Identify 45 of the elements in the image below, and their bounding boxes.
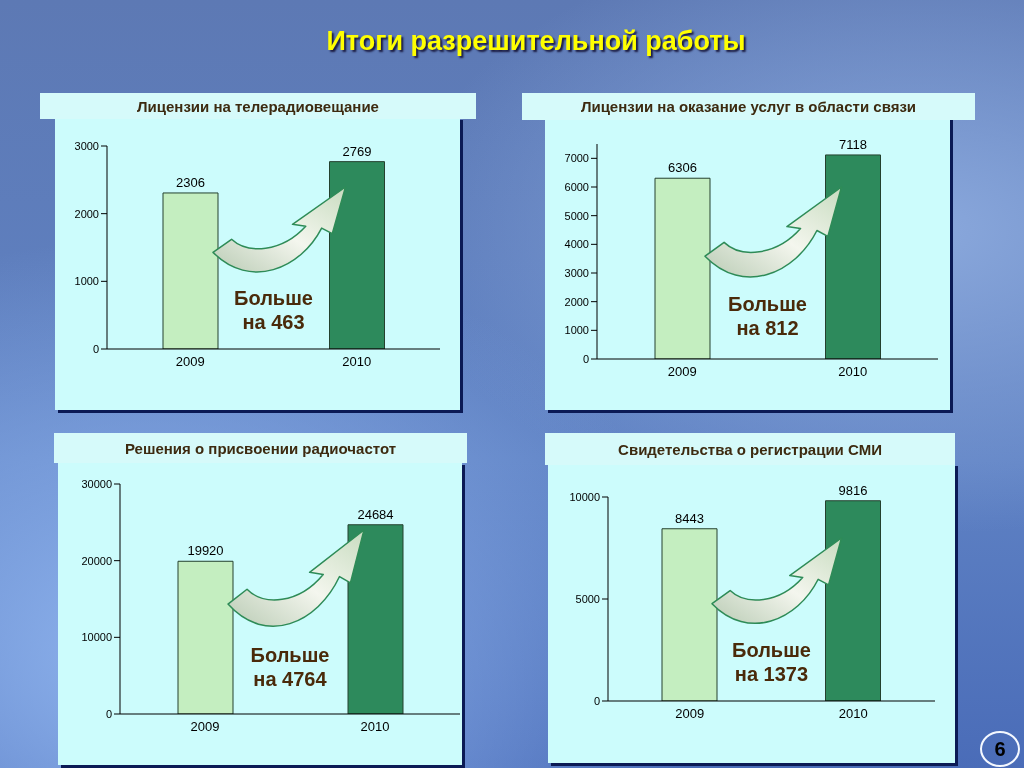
y-tick-label: 5000: [575, 592, 600, 605]
y-tick-label: 3000: [564, 266, 589, 279]
data-label: 2306: [176, 174, 205, 190]
y-tick-label: 0: [593, 694, 600, 707]
data-label: 8443: [675, 510, 704, 526]
y-tick-label: 3000: [74, 139, 99, 152]
annotation: Больше на 812: [727, 292, 808, 341]
y-tick-label: 2000: [74, 207, 99, 220]
y-tick-label: 4000: [564, 238, 589, 251]
x-tick-label: 2010: [838, 364, 868, 380]
y-tick-label: 10000: [81, 631, 112, 644]
data-label: 24684: [357, 506, 394, 522]
chart-title: Решения о присвоении радиочастот: [124, 439, 397, 457]
annotation: Больше на 4764: [249, 642, 331, 691]
data-label: 9816: [838, 482, 868, 498]
x-tick-label: 2010: [838, 706, 868, 722]
chart-title: Лицензии на оказание услуг в области связи: [580, 98, 917, 115]
data-label: 7118: [839, 136, 867, 152]
y-tick-label: 2000: [564, 295, 589, 308]
text: 6: [980, 731, 1020, 767]
annotation: Больше на 1373: [731, 637, 812, 686]
x-tick-label: 2009: [675, 706, 705, 722]
y-tick-label: 5000: [564, 209, 589, 222]
y-tick-label: 6000: [564, 180, 589, 193]
y-tick-label: 7000: [564, 152, 589, 165]
y-tick-label: 20000: [81, 554, 112, 567]
x-tick-label: 2010: [342, 354, 372, 370]
y-tick-label: 1000: [564, 324, 589, 337]
x-tick-label: 2010: [360, 719, 390, 735]
data-label: 19920: [187, 543, 224, 559]
x-tick-label: 2009: [667, 364, 697, 380]
x-tick-label: 2009: [175, 354, 205, 370]
text: Итоги разрешительной работы: [326, 26, 746, 56]
y-tick-label: 0: [582, 352, 589, 365]
x-tick-label: 2009: [190, 719, 220, 735]
data-label: 6306: [668, 160, 697, 176]
y-tick-label: 1000: [74, 275, 99, 288]
chart-title: Лицензии на телерадиовещание: [137, 97, 379, 115]
annotation: Больше на 463: [233, 286, 314, 335]
chart-title: Свидетельства о регистрации СМИ: [618, 440, 882, 458]
y-tick-label: 10000: [569, 490, 600, 503]
y-tick-label: 0: [105, 707, 112, 720]
y-tick-label: 30000: [81, 477, 112, 490]
y-tick-label: 0: [92, 342, 99, 355]
data-label: 2769: [342, 143, 372, 159]
